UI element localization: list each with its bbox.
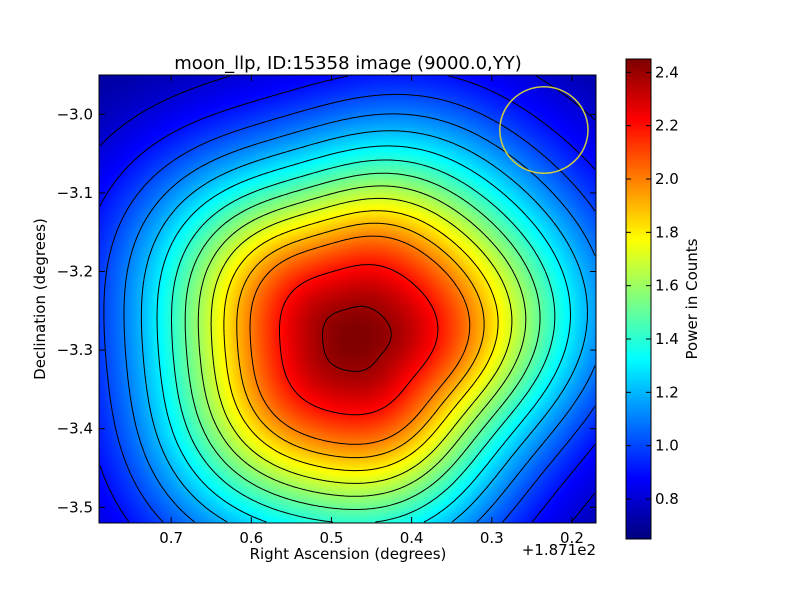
contour-line: [197, 185, 527, 497]
heatmap-image: [99, 75, 596, 523]
colorbar-label: Power in Counts: [683, 238, 701, 359]
colorbar-ticks: 0.8 1.0 1.2 1.4 1.6 1.8 2.0 2.2 2.4: [626, 63, 679, 508]
contour-line: [322, 305, 392, 372]
colorbar-frame: [625, 58, 652, 540]
contour-line: [279, 264, 439, 416]
colorbar-tick-label: 2.2: [655, 117, 679, 135]
colorbar-tick-label: 2.4: [655, 63, 679, 81]
y-tick-label: −3.5: [57, 498, 93, 516]
contour-line: [171, 159, 556, 523]
x-tick-label: 0.4: [400, 529, 424, 547]
contour-line: [236, 222, 485, 459]
colorbar-tick-label: 1.6: [655, 277, 679, 295]
x-tick-label: 0.5: [320, 529, 344, 547]
contour-lines: [99, 75, 596, 523]
colorbar: 0.8 1.0 1.2 1.4 1.6 1.8 2.0 2.2 2.4 Power in Cou…: [625, 58, 701, 540]
contour-line: [99, 75, 596, 523]
y-tick-label: −3.4: [57, 420, 93, 438]
y-axis-ticks: −3.0 −3.1 −3.2 −3.3 −3.4 −3.5: [57, 105, 596, 516]
x-tick-label: 0.3: [480, 529, 504, 547]
chart-title: moon_llp, ID:15358 image (9000.0,YY): [174, 53, 522, 74]
x-axis-ticks: 0.7 0.6 0.5 0.4 0.3 0.2: [159, 75, 584, 547]
x-tick-label: 0.7: [159, 529, 183, 547]
colorbar-tick-label: 1.2: [655, 383, 679, 401]
y-tick-label: −3.3: [57, 341, 93, 359]
contour-line: [249, 235, 471, 445]
y-axis-label: Declination (degrees): [31, 218, 49, 380]
plot-area: 0.7 0.6 0.5 0.4 0.3 0.2 −3.0−3.1−3.2−3.3−3.4−…: [57, 74, 597, 547]
colorbar-tick-label: 1.0: [655, 437, 679, 455]
plot-frame: [98, 74, 597, 524]
x-tick-label: 0.2: [560, 529, 584, 547]
colorbar-tick-label: 0.8: [655, 490, 679, 508]
x-axis-offset-label: +1.871e2: [522, 541, 596, 559]
contour-line: [123, 113, 596, 523]
colorbar-tick-label: 1.4: [655, 330, 679, 348]
contour-line: [103, 93, 596, 523]
contour-line: [156, 145, 571, 523]
colorbar-gradient: [626, 59, 651, 539]
colorbar-tick-label: 2.0: [655, 170, 679, 188]
y-tick-label: −3.0: [57, 105, 93, 123]
y-tick-label: −3.2: [57, 262, 93, 280]
beam-circle: [499, 86, 589, 174]
x-axis-label: Right Ascension (degrees): [250, 545, 447, 563]
colorbar-tick-label: 1.8: [655, 223, 679, 241]
y-tick-label: −3.1: [57, 184, 93, 202]
x-tick-label: 0.6: [239, 529, 263, 547]
contour-line: [223, 210, 499, 472]
contour-line: [140, 130, 588, 523]
contour-line: [184, 172, 541, 510]
contour-line: [210, 197, 513, 484]
